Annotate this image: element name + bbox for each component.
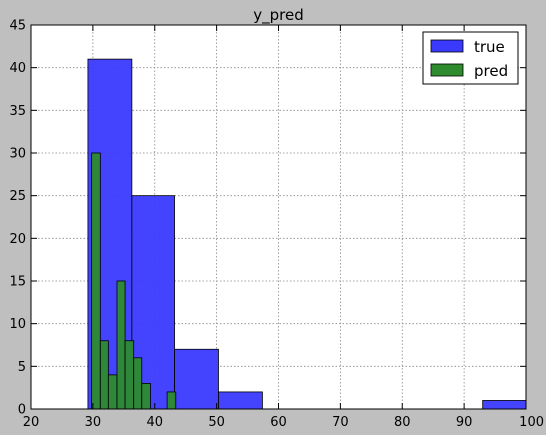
- chart-title: y_pred: [253, 6, 304, 25]
- bar-pred-4: [124, 340, 135, 410]
- x-tick-label-0: 20: [23, 415, 40, 430]
- y-tick-labels: 0 5 10 15 20 25 30 35 40 45: [9, 19, 26, 418]
- y-tick-label-5: 25: [9, 189, 26, 204]
- y-tick-label-3: 15: [9, 275, 26, 290]
- bar-pred-1: [99, 340, 109, 410]
- x-tick-label-6: 80: [394, 415, 411, 430]
- bar-true-2: [174, 348, 219, 410]
- axis-ticks: [30, 24, 527, 410]
- bar-pred-0: [91, 152, 101, 410]
- x-tick-label-2: 40: [146, 415, 163, 430]
- y-tick-label-2: 10: [9, 317, 26, 332]
- bar-pred-3: [116, 280, 126, 410]
- x-tick-label-3: 50: [208, 415, 225, 430]
- legend: true pred: [422, 31, 519, 85]
- bar-true-3: [218, 391, 263, 410]
- x-tick-label-4: 60: [270, 415, 287, 430]
- x-tick-labels: 20 30 40 50 60 70 80 90 100: [23, 415, 544, 430]
- y-tick-label-0: 0: [18, 403, 26, 418]
- y-tick-label-7: 35: [9, 104, 26, 119]
- y-tick-label-4: 20: [9, 232, 26, 247]
- x-tick-label-1: 30: [85, 415, 102, 430]
- legend-swatch-pred: [430, 63, 464, 77]
- x-tick-label-8: 100: [519, 415, 544, 430]
- bar-true-4: [482, 400, 527, 410]
- x-tick-label-5: 70: [332, 415, 349, 430]
- legend-label-pred: pred: [474, 62, 508, 80]
- x-tick-label-7: 90: [456, 415, 473, 430]
- bar-pred-6: [141, 382, 151, 410]
- y-tick-label-1: 5: [18, 360, 26, 375]
- series-pred-bars: [91, 152, 177, 410]
- legend-label-true: true: [474, 38, 505, 56]
- legend-swatch-true: [430, 39, 464, 53]
- bar-pred-5: [133, 357, 143, 410]
- bar-pred-2: [107, 374, 118, 410]
- y-tick-label-9: 45: [9, 19, 26, 34]
- y-tick-label-8: 40: [9, 61, 26, 76]
- y-tick-label-6: 30: [9, 147, 26, 162]
- bar-pred-9: [166, 391, 177, 410]
